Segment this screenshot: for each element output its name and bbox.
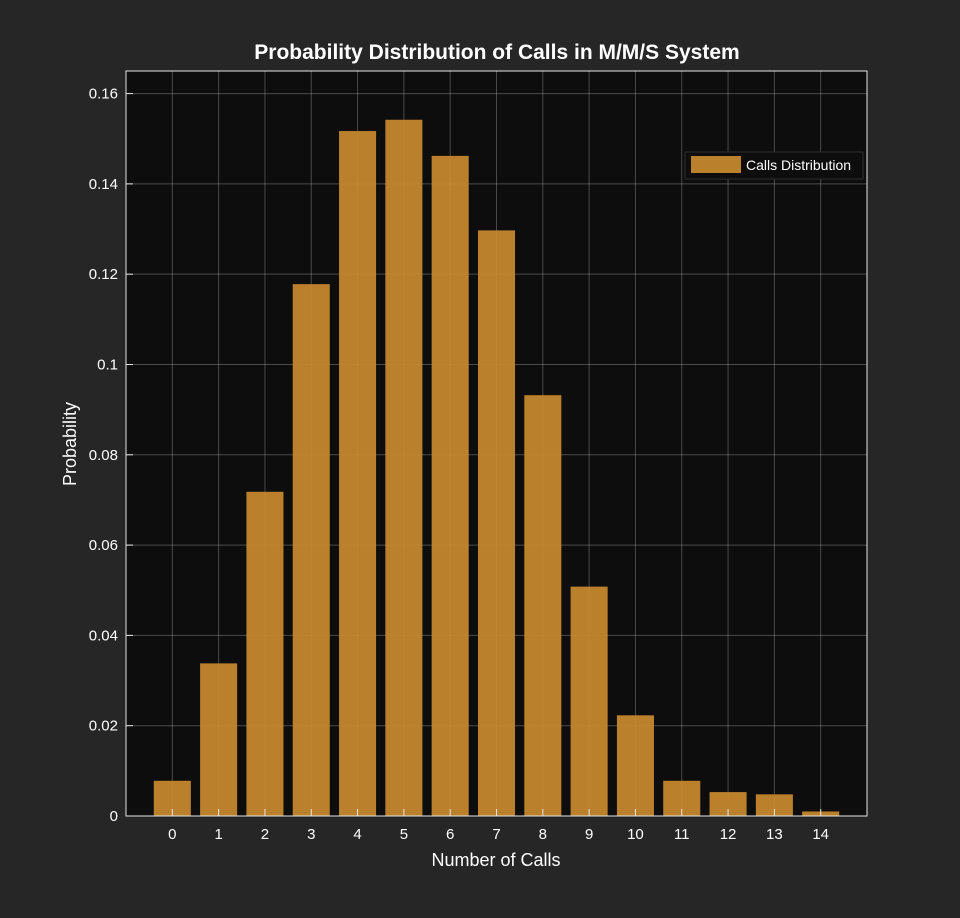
- y-tick-label: 0.14: [89, 176, 118, 193]
- bar: [524, 395, 562, 816]
- x-tick-label: 8: [539, 826, 547, 843]
- bar: [477, 230, 516, 817]
- y-tick-label: 0.06: [89, 537, 118, 554]
- x-axis-label: Number of Calls: [431, 850, 560, 870]
- bar: [246, 491, 284, 816]
- y-axis-ticks: 0 0.02 0.04 0.06 0.08 0.1 0.12 0.14 0.16: [89, 86, 133, 825]
- bar: [755, 794, 793, 816]
- x-tick-label: 11: [674, 826, 690, 843]
- bar: [616, 715, 654, 816]
- chart-title: Probability Distribution of Calls in M/M…: [254, 41, 739, 64]
- bar: [200, 663, 238, 816]
- x-tick-label: 4: [353, 826, 361, 843]
- legend-swatch: [691, 156, 741, 173]
- y-tick-label: 0: [110, 808, 118, 825]
- y-tick-label: 0.12: [89, 266, 118, 283]
- y-tick-label: 0.02: [89, 718, 118, 735]
- bars: [153, 119, 840, 817]
- x-tick-label: 0: [168, 826, 176, 843]
- bar: [385, 119, 423, 817]
- x-tick-label: 1: [214, 826, 222, 843]
- x-axis-ticks: 0 1 2 3 4 5 6 7 8 9 10 11 12 13 14: [168, 809, 829, 843]
- bar: [339, 131, 377, 816]
- bar: [570, 586, 608, 816]
- x-tick-label: 13: [766, 826, 783, 843]
- bar: [709, 792, 747, 816]
- y-tick-label: 0.16: [89, 86, 118, 103]
- legend-label: Calls Distribution: [746, 157, 851, 173]
- x-tick-label: 3: [307, 826, 315, 843]
- y-tick-label: 0.08: [89, 447, 118, 464]
- x-tick-label: 7: [492, 826, 500, 843]
- x-tick-label: 5: [400, 826, 408, 843]
- legend[interactable]: Calls Distribution: [684, 151, 864, 180]
- y-tick-label: 0.1: [97, 356, 118, 373]
- y-tick-label: 0.04: [89, 627, 118, 644]
- x-tick-label: 9: [585, 826, 593, 843]
- bar: [292, 284, 330, 817]
- bar: [431, 155, 469, 817]
- x-tick-label: 12: [720, 826, 737, 843]
- x-tick-label: 2: [261, 826, 269, 843]
- x-tick-label: 10: [627, 826, 644, 843]
- y-axis-label: Probability: [60, 402, 80, 486]
- x-tick-label: 6: [446, 826, 454, 843]
- x-tick-label: 14: [812, 826, 829, 843]
- grid-lines: [126, 71, 867, 816]
